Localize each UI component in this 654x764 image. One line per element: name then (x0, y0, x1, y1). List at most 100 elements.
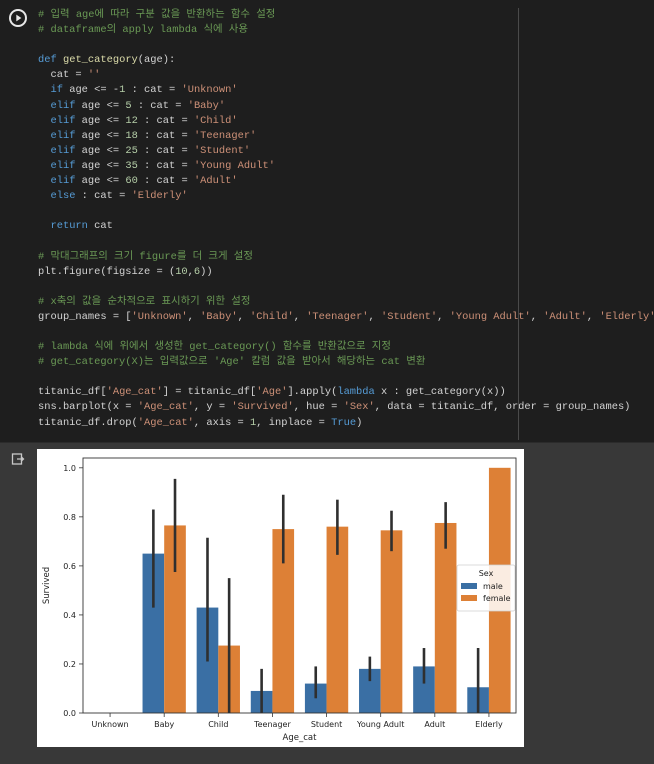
run-cell-button[interactable] (9, 9, 27, 27)
x-tick-label: Young Adult (356, 720, 404, 729)
code-token: elif (50, 129, 76, 142)
code-token: elif (50, 114, 76, 127)
cell-output: 0.0 0.2 0.4 0.6 0.8 1.0 Unknown Baby Child Teenag… (0, 443, 654, 764)
code-token: ) (356, 416, 363, 429)
code-token: 6 (193, 265, 201, 278)
x-tick-label: Baby (154, 720, 174, 729)
code-cell[interactable]: # 입력 age에 따라 구분 값을 반환하는 함수 설정 # dataframe… (0, 0, 654, 443)
code-token: elif (50, 159, 76, 172)
code-token (38, 175, 50, 187)
code-token: age <= (75, 114, 126, 127)
code-token: , (586, 310, 600, 323)
plot-frame (82, 457, 517, 714)
y-tick-label: 0.8 (63, 513, 76, 522)
code-line (38, 234, 638, 249)
code-token: : cat = (125, 84, 182, 97)
code-token: 'Age' (256, 386, 288, 399)
legend-label-female: female (483, 594, 511, 603)
y-tick-label: 0.4 (63, 611, 76, 620)
code-token: 'Adult' (193, 175, 238, 188)
y-tick-label: 0.0 (63, 709, 76, 718)
code-token: def (38, 54, 57, 67)
code-line: # dataframe의 apply lambda 식에 사용 (38, 23, 638, 38)
code-line (38, 280, 638, 295)
output-icon[interactable] (11, 452, 25, 466)
code-token: 'Student' (381, 310, 438, 323)
code-token: , data = titanic_df, order = group_names… (374, 401, 631, 414)
code-token: 'Age_cat' (106, 386, 163, 399)
bar-female (272, 529, 295, 713)
code-line: if age <= -1 : cat = 'Unknown' (38, 83, 638, 98)
code-token: elif (50, 99, 76, 112)
code-token: 25 (125, 144, 138, 157)
y-axis-label: Survived (42, 567, 52, 604)
code-token: lambda (337, 386, 375, 399)
code-token: 'Elderly' (599, 310, 654, 323)
code-token: 'Age_cat' (137, 401, 194, 414)
code-token: True (331, 416, 357, 429)
code-line: elif age <= 5 : cat = 'Baby' (38, 99, 638, 114)
code-token: 'Student' (193, 144, 251, 157)
y-tick-label: 0.6 (63, 562, 76, 571)
code-token (38, 84, 50, 96)
x-tick-label: Child (208, 720, 228, 729)
code-token: if (50, 84, 63, 97)
code-line (38, 38, 638, 53)
code-token: , (237, 310, 251, 323)
code-token: 'Young Adult' (193, 159, 275, 172)
code-token (38, 145, 50, 157)
code-token: get_category (62, 54, 138, 67)
y-tick-label: 0.2 (63, 660, 76, 669)
code-token: 1 (250, 416, 257, 429)
code-line: elif age <= 35 : cat = 'Young Adult' (38, 159, 638, 174)
code-token: , (293, 310, 307, 323)
code-token: # dataframe의 apply lambda 식에 사용 (38, 24, 248, 37)
code-token (38, 190, 50, 202)
code-token: , hue = (293, 401, 344, 414)
code-line: return cat (38, 219, 638, 234)
code-token: 'Sex' (343, 401, 375, 414)
code-token: 'Elderly' (131, 190, 188, 203)
code-token: , inplace = (256, 416, 332, 429)
code-token: 'Child' (193, 114, 238, 127)
code-token: cat (87, 220, 113, 233)
code-token: 60 (125, 175, 138, 188)
code-editor[interactable]: # 입력 age에 따라 구분 값을 반환하는 함수 설정 # dataframe… (38, 8, 654, 431)
code-token: : cat = (131, 99, 188, 112)
code-token: # lambda 식에 위에서 생성한 get_category() 함수를 반… (38, 341, 391, 354)
code-line: # get_category(X)는 입력값으로 'Age' 칼럼 값을 받아서… (38, 355, 638, 370)
code-token: (age): (137, 54, 176, 67)
line-length-ruler (518, 8, 519, 440)
code-line: # 막대그래프의 크기 figure를 더 크게 설정 (38, 250, 638, 265)
code-token: : cat = (137, 175, 194, 188)
bar-male (359, 668, 381, 713)
code-token: # 막대그래프의 크기 figure를 더 크게 설정 (38, 250, 253, 263)
x-tick-label: Unknown (91, 720, 128, 729)
code-token: else (50, 190, 76, 203)
code-line: elif age <= 25 : cat = 'Student' (38, 144, 638, 159)
code-token: '' (87, 69, 101, 82)
code-token: , (530, 310, 544, 323)
code-token: # get_category(X)는 입력값으로 'Age' 칼럼 값을 받아서… (38, 356, 426, 369)
code-token: , (187, 310, 201, 323)
bar-female (380, 530, 403, 713)
code-token: : cat = (75, 190, 132, 203)
code-token: 'Age_cat' (137, 416, 194, 429)
code-token: 5 (125, 99, 132, 112)
code-line: titanic_df.drop('Age_cat', axis = 1, inp… (38, 416, 638, 431)
code-token: 'Young Adult' (449, 310, 531, 323)
code-token: # x축의 값을 순차적으로 표시하기 위한 설정 (38, 295, 251, 308)
legend-swatch-male (461, 583, 477, 589)
code-line: # x축의 값을 순차적으로 표시하기 위한 설정 (38, 295, 638, 310)
code-line: def get_category(age): (38, 53, 638, 68)
bar-female (326, 526, 349, 713)
code-token: 'Teenager' (193, 129, 257, 142)
code-token: plt.figure(figsize = ( (38, 265, 176, 278)
code-token: cat = (38, 69, 88, 82)
code-token: age <= (75, 175, 126, 188)
play-icon (11, 11, 25, 25)
code-token: 'Baby' (187, 99, 226, 112)
code-line (38, 204, 638, 219)
code-token: 'Adult' (543, 310, 587, 323)
code-token (38, 100, 50, 112)
